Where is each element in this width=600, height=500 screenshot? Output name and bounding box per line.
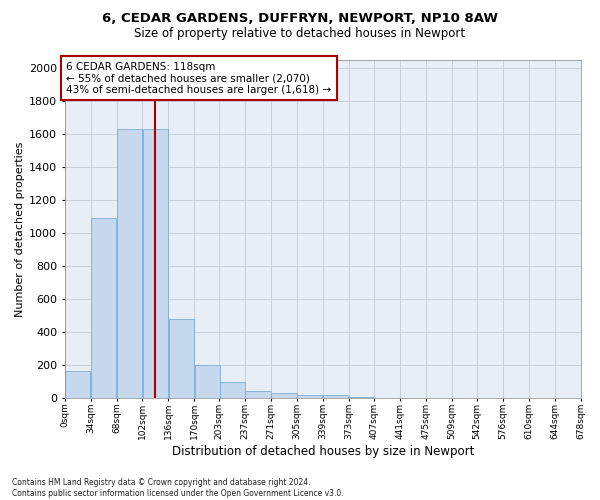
X-axis label: Distribution of detached houses by size in Newport: Distribution of detached houses by size … bbox=[172, 444, 474, 458]
Bar bbox=[271, 394, 296, 398]
Bar bbox=[297, 395, 322, 398]
Bar bbox=[323, 395, 348, 398]
Text: 6 CEDAR GARDENS: 118sqm
← 55% of detached houses are smaller (2,070)
43% of semi: 6 CEDAR GARDENS: 118sqm ← 55% of detache… bbox=[67, 62, 332, 95]
Bar bbox=[65, 371, 91, 398]
Bar bbox=[143, 130, 168, 398]
Text: Contains HM Land Registry data © Crown copyright and database right 2024.
Contai: Contains HM Land Registry data © Crown c… bbox=[12, 478, 344, 498]
Y-axis label: Number of detached properties: Number of detached properties bbox=[15, 142, 25, 317]
Bar bbox=[91, 218, 116, 398]
Bar bbox=[220, 382, 245, 398]
Bar bbox=[169, 319, 194, 398]
Bar bbox=[117, 130, 142, 398]
Text: 6, CEDAR GARDENS, DUFFRYN, NEWPORT, NP10 8AW: 6, CEDAR GARDENS, DUFFRYN, NEWPORT, NP10… bbox=[102, 12, 498, 24]
Bar bbox=[349, 397, 374, 398]
Text: Size of property relative to detached houses in Newport: Size of property relative to detached ho… bbox=[134, 28, 466, 40]
Bar bbox=[194, 366, 220, 398]
Bar bbox=[245, 392, 271, 398]
